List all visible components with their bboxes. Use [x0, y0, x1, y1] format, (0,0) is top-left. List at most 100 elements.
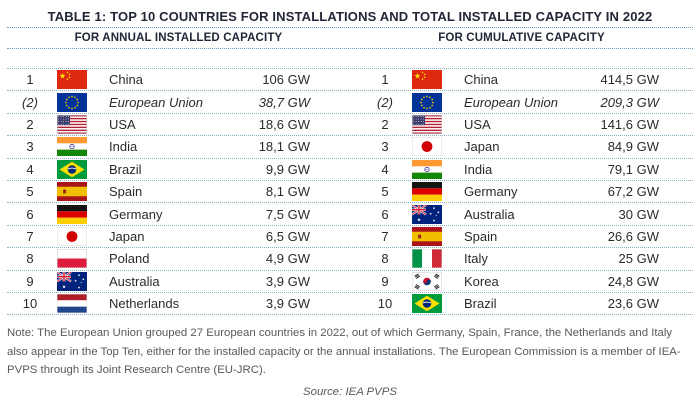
cumulative-row-cells: 8 Italy 25 GW	[350, 248, 693, 269]
capacity-value: 67,2 GW	[607, 184, 659, 200]
usa-flag-icon	[412, 114, 442, 134]
country-label: Brazil	[464, 296, 497, 312]
cumulative-row-cells: 5 Germany 67,2 GW	[350, 181, 693, 202]
table-title: TABLE 1: TOP 10 COUNTRIES FOR INSTALLATI…	[7, 5, 693, 28]
cumulative-row-cells: 4 India 79,1 GW	[350, 159, 693, 180]
rank-label: 1	[26, 72, 34, 88]
poland-flag-icon	[57, 249, 87, 269]
netherlands-flag-icon	[57, 294, 87, 314]
cumulative-row-cells: 3 Japan 84,9 GW	[350, 136, 693, 157]
rank-label: 1	[381, 72, 389, 88]
brazil-flag-icon	[57, 159, 87, 179]
japan-flag-icon	[412, 137, 442, 157]
eu-flag-icon	[57, 92, 87, 112]
country-label: Australia	[109, 273, 160, 289]
capacity-value: 38,7 GW	[258, 94, 310, 110]
rank-label: 2	[381, 116, 389, 132]
italy-flag-icon	[412, 249, 442, 269]
table-row: 4 Brazil 9,9 GW 4 India 79,1 GW	[7, 159, 693, 181]
rank-label: 6	[381, 206, 389, 222]
rank-label: 5	[26, 184, 34, 200]
rank-label: 3	[26, 139, 34, 155]
rank-label: 8	[26, 251, 34, 267]
rank-label: 10	[22, 296, 38, 312]
capacity-value: 30 GW	[618, 206, 659, 222]
australia-flag-icon	[57, 271, 87, 291]
header-gap	[7, 49, 693, 69]
annual-row-cells: (2) European Union 38,7 GW	[7, 91, 350, 112]
country-label: China	[109, 72, 143, 88]
country-label: Korea	[464, 273, 499, 289]
capacity-value: 9,9 GW	[265, 161, 310, 177]
annual-row-cells: 10 Netherlands 3,9 GW	[7, 293, 350, 314]
india-flag-icon	[57, 137, 87, 157]
annual-row-cells: 9 Australia 3,9 GW	[7, 271, 350, 292]
country-label: Italy	[464, 251, 488, 267]
table-row: 7 Japan 6,5 GW 7 Spain 26,6 GW	[7, 226, 693, 249]
rank-label: 8	[381, 251, 389, 267]
rank-label: 6	[26, 206, 34, 222]
table-row: 10 Netherlands 3,9 GW 10 Brazil 23,6 GW	[7, 293, 693, 316]
rank-label: 4	[381, 161, 389, 177]
capacity-value: 209,3 GW	[600, 94, 659, 110]
korea-flag-icon	[412, 271, 442, 291]
cumulative-row-cells: (2) European Union 209,3 GW	[350, 91, 693, 112]
table-row: 5 Spain 8,1 GW 5 Germany 67,2 GW	[7, 181, 693, 204]
capacity-value: 4,9 GW	[265, 251, 310, 267]
cumulative-row-cells: 9 Korea 24,8 GW	[350, 271, 693, 292]
cumulative-row-cells: 7 Spain 26,6 GW	[350, 226, 693, 247]
capacity-value: 18,6 GW	[258, 116, 310, 132]
capacity-value: 79,1 GW	[607, 161, 659, 177]
rank-label: 7	[381, 228, 389, 244]
annual-capacity-heading: FOR ANNUAL INSTALLED CAPACITY	[74, 32, 283, 44]
brazil-flag-icon	[412, 294, 442, 314]
capacity-value: 141,6 GW	[600, 116, 659, 132]
country-label: Germany	[109, 206, 163, 222]
country-label: Japan	[109, 228, 145, 244]
annual-row-cells: 7 Japan 6,5 GW	[7, 226, 350, 247]
country-label: India	[464, 161, 493, 177]
country-label: European Union	[464, 94, 558, 110]
china-flag-icon	[57, 70, 87, 90]
cumulative-row-cells: 2 USA 141,6 GW	[350, 114, 693, 135]
germany-flag-icon	[57, 204, 87, 224]
country-label: Australia	[464, 206, 515, 222]
capacity-value: 8,1 GW	[265, 184, 310, 200]
table-row: 3 India 18,1 GW 3 Japan 84,9 GW	[7, 136, 693, 159]
capacity-value: 7,5 GW	[265, 206, 310, 222]
country-label: Poland	[109, 251, 150, 267]
australia-flag-icon	[412, 204, 442, 224]
germany-flag-icon	[412, 182, 442, 202]
country-label: Japan	[464, 139, 500, 155]
capacity-value: 3,9 GW	[265, 273, 310, 289]
cumulative-row-cells: 1 China 414,5 GW	[350, 69, 693, 90]
table-row: 8 Poland 4,9 GW 8 Italy 25 GW	[7, 248, 693, 271]
annual-row-cells: 2 USA 18,6 GW	[7, 114, 350, 135]
rank-label: 4	[26, 161, 34, 177]
country-label: Netherlands	[109, 296, 180, 312]
spain-flag-icon	[412, 226, 442, 246]
capacity-value: 106 GW	[262, 72, 310, 88]
annual-row-cells: 1 China 106 GW	[7, 69, 350, 90]
table-row: 2 USA 18,6 GW 2 USA 141,6 GW	[7, 114, 693, 137]
capacity-value: 18,1 GW	[258, 139, 310, 155]
china-flag-icon	[412, 70, 442, 90]
table-row: (2) European Union 38,7 GW (2) European Unio…	[7, 91, 693, 114]
capacity-value: 24,8 GW	[607, 273, 659, 289]
rank-label: 2	[26, 116, 34, 132]
capacity-value: 414,5 GW	[600, 72, 659, 88]
annual-row-cells: 3 India 18,1 GW	[7, 136, 350, 157]
rank-label: 5	[381, 184, 389, 200]
source-caption: Source: IEA PVPS	[303, 386, 397, 399]
rank-label: (2)	[22, 94, 38, 110]
rankings-table: 1 China 106 GW 1 China 414,5 GW (2) European Un…	[7, 69, 693, 316]
spain-flag-icon	[57, 182, 87, 202]
rank-label: (2)	[377, 94, 393, 110]
country-label: USA	[109, 116, 136, 132]
rank-label: 10	[377, 296, 393, 312]
country-label: China	[464, 72, 498, 88]
rank-label: 9	[381, 273, 389, 289]
japan-flag-icon	[57, 226, 87, 246]
capacity-value: 3,9 GW	[265, 296, 310, 312]
